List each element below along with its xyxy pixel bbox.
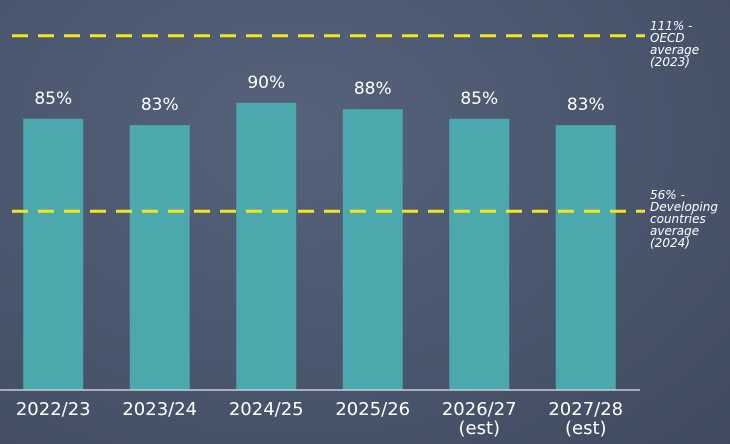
value-label: 88% bbox=[353, 79, 392, 100]
bar bbox=[129, 125, 190, 390]
value-label: 85% bbox=[34, 88, 73, 109]
x-tick-label: 2026/27 (est) bbox=[441, 399, 517, 439]
value-label: 90% bbox=[247, 72, 286, 93]
value-label: 83% bbox=[566, 95, 605, 116]
value-label: 85% bbox=[460, 88, 499, 109]
reference-label: 111% - OECD average (2023) bbox=[650, 18, 700, 69]
reference-label: 56% - Developing countries average (2024… bbox=[650, 188, 718, 251]
x-tick-label: 2023/24 bbox=[122, 399, 198, 420]
x-tick-label: 2024/25 bbox=[228, 399, 304, 420]
x-tick-label: 2027/28 (est) bbox=[548, 399, 624, 439]
x-tick-label: 2025/26 bbox=[335, 399, 411, 420]
bar bbox=[236, 102, 297, 390]
bar bbox=[342, 109, 403, 390]
bar bbox=[449, 118, 510, 390]
x-tick-label: 2022/23 bbox=[15, 399, 91, 420]
bar bbox=[555, 125, 616, 390]
bar bbox=[23, 118, 84, 390]
value-label: 83% bbox=[140, 95, 179, 116]
